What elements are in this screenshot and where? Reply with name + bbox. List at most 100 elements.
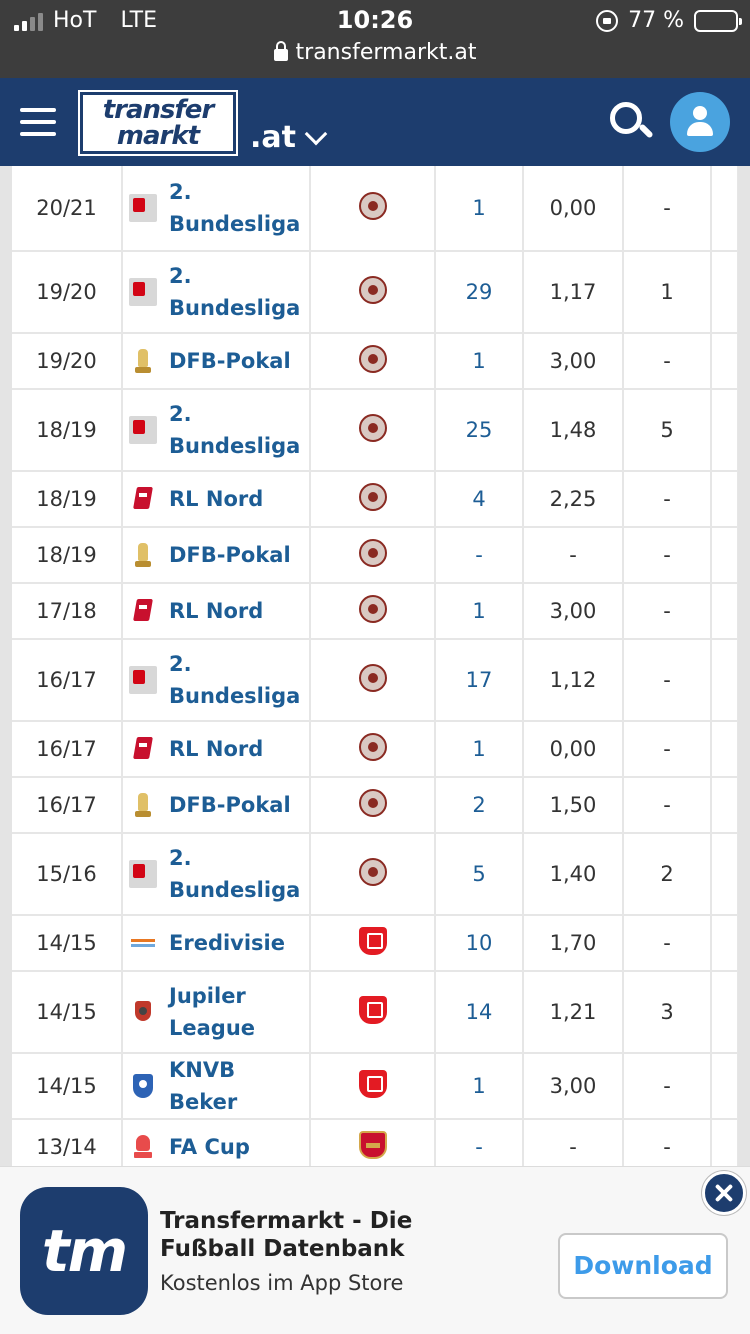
competition-cell[interactable]: 2. Bundesliga (122, 251, 311, 334)
competition-link[interactable]: Eredivisie (169, 927, 285, 959)
competition-link[interactable]: RL Nord (169, 483, 263, 515)
extra-cell (711, 583, 738, 640)
club-cell[interactable] (310, 527, 436, 584)
season-cell: 19/20 (12, 333, 123, 390)
extra-cell (711, 1119, 738, 1166)
competition-link[interactable]: DFB-Pokal (169, 789, 291, 821)
appearances-cell[interactable]: 14 (435, 971, 524, 1054)
table-row: 19/20 DFB-Pokal 1 3,00- (12, 333, 738, 390)
competition-cell[interactable]: Jupiler League (122, 971, 311, 1054)
app-icon[interactable]: tm (20, 1187, 148, 1315)
competition-name-line: DFB-Pokal (169, 793, 291, 817)
competition-cell[interactable]: 2. Bundesliga (122, 833, 311, 916)
user-avatar-icon[interactable] (670, 92, 730, 152)
competition-cell[interactable]: DFB-Pokal (122, 777, 311, 834)
appearances-cell[interactable]: 1 (435, 333, 524, 390)
club-cell[interactable] (310, 721, 436, 778)
st-pauli-crest-icon[interactable] (358, 538, 387, 567)
competition-link[interactable]: KNVB Beker (169, 1054, 309, 1118)
competition-cell[interactable]: FA Cup (122, 1119, 311, 1166)
st-pauli-crest-icon[interactable] (358, 413, 387, 442)
st-pauli-crest-icon[interactable] (358, 191, 387, 220)
appearances-cell[interactable]: 1 (435, 166, 524, 252)
competition-cell[interactable]: DFB-Pokal (122, 333, 311, 390)
competition-cell[interactable]: RL Nord (122, 721, 311, 778)
club-cell[interactable] (310, 639, 436, 722)
extra-cell (711, 166, 738, 252)
st-pauli-crest-icon[interactable] (358, 594, 387, 623)
competition-cell[interactable]: RL Nord (122, 471, 311, 528)
appearances-cell[interactable]: 4 (435, 471, 524, 528)
club-cell[interactable] (310, 971, 436, 1054)
transfermarkt-logo[interactable]: transfer markt (78, 90, 238, 156)
club-cell[interactable] (310, 915, 436, 972)
appearances-cell[interactable]: 1 (435, 721, 524, 778)
competition-link[interactable]: RL Nord (169, 733, 263, 765)
competition-name-line: Bundesliga (169, 878, 301, 902)
club-cell[interactable] (310, 333, 436, 390)
st-pauli-crest-icon[interactable] (358, 344, 387, 373)
competition-cell[interactable]: KNVB Beker (122, 1053, 311, 1120)
appearances-cell[interactable]: 1 (435, 583, 524, 640)
appearances-cell[interactable]: 1 (435, 1053, 524, 1120)
competition-link[interactable]: 2. Bundesliga (169, 260, 300, 324)
appearances-cell[interactable]: - (435, 527, 524, 584)
appearances-cell[interactable]: 29 (435, 251, 524, 334)
st-pauli-crest-icon[interactable] (358, 482, 387, 511)
appearances-cell[interactable]: 2 (435, 777, 524, 834)
search-icon[interactable] (610, 102, 654, 144)
points-per-game-cell: 0,00 (523, 166, 624, 252)
address-bar[interactable]: transfermarkt.at (0, 40, 750, 65)
appearances-cell[interactable]: 25 (435, 389, 524, 472)
fc-twente-crest-icon[interactable] (358, 995, 387, 1024)
competition-link[interactable]: 2. Bundesliga (169, 648, 300, 712)
club-cell[interactable] (310, 471, 436, 528)
club-cell[interactable] (310, 389, 436, 472)
competition-link[interactable]: 2. Bundesliga (169, 842, 300, 906)
chevron-down-icon (304, 122, 328, 145)
competition-cell[interactable]: RL Nord (122, 583, 311, 640)
fc-twente-crest-icon[interactable] (358, 926, 387, 955)
close-icon[interactable] (702, 1171, 746, 1215)
competition-link[interactable]: DFB-Pokal (169, 345, 291, 377)
goals-cell: - (623, 333, 712, 390)
competition-cell[interactable]: 2. Bundesliga (122, 639, 311, 722)
competition-cell[interactable]: 2. Bundesliga (122, 166, 311, 252)
fc-twente-crest-icon[interactable] (358, 1069, 387, 1098)
club-cell[interactable] (310, 251, 436, 334)
competition-cell[interactable]: DFB-Pokal (122, 527, 311, 584)
table-row: 14/15 KNVB Beker 1 3,00- (12, 1053, 738, 1120)
competition-link[interactable]: RL Nord (169, 595, 263, 627)
competition-link[interactable]: DFB-Pokal (169, 539, 291, 571)
appearances-cell[interactable]: - (435, 1119, 524, 1166)
competition-cell[interactable]: 2. Bundesliga (122, 389, 311, 472)
competition-link[interactable]: FA Cup (169, 1131, 250, 1163)
st-pauli-crest-icon[interactable] (358, 857, 387, 886)
club-cell[interactable] (310, 833, 436, 916)
st-pauli-crest-icon[interactable] (358, 732, 387, 761)
bundesliga-2-icon (129, 666, 157, 694)
club-cell[interactable] (310, 583, 436, 640)
competition-link[interactable]: 2. Bundesliga (169, 398, 300, 462)
appearances-cell[interactable]: 5 (435, 833, 524, 916)
logo-line-2: markt (116, 121, 200, 151)
appearances-cell[interactable]: 10 (435, 915, 524, 972)
download-button[interactable]: Download (558, 1233, 728, 1299)
club-cell[interactable] (310, 1119, 436, 1166)
arsenal-crest-icon[interactable] (358, 1130, 387, 1159)
club-cell[interactable] (310, 777, 436, 834)
site-header: transfer markt .at (0, 78, 750, 166)
st-pauli-crest-icon[interactable] (358, 275, 387, 304)
country-selector[interactable]: .at (250, 120, 328, 155)
club-cell[interactable] (310, 166, 436, 252)
menu-icon[interactable] (20, 108, 56, 136)
competition-link[interactable]: Jupiler League (169, 980, 255, 1044)
competition-link[interactable]: 2. Bundesliga (169, 176, 300, 240)
club-cell[interactable] (310, 1053, 436, 1120)
st-pauli-crest-icon[interactable] (358, 788, 387, 817)
appearances-cell[interactable]: 17 (435, 639, 524, 722)
points-per-game-cell: 1,70 (523, 915, 624, 972)
competition-cell[interactable]: Eredivisie (122, 915, 311, 972)
season-cell: 14/15 (12, 971, 123, 1054)
st-pauli-crest-icon[interactable] (358, 663, 387, 692)
